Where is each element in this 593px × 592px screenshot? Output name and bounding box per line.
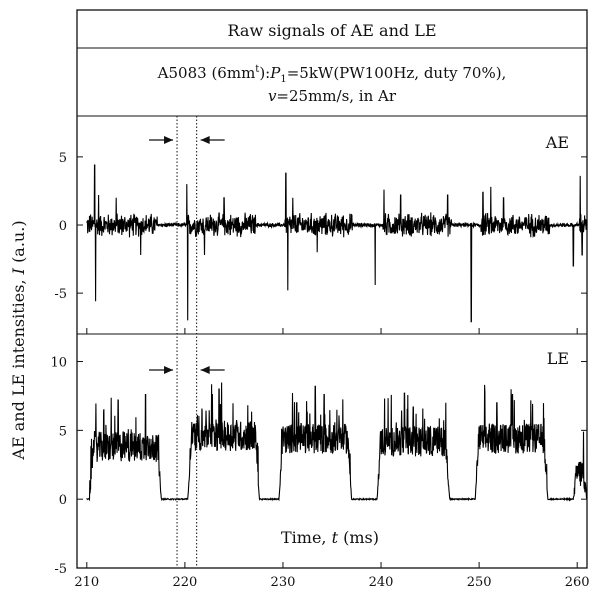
arrow-right-head (200, 136, 210, 144)
y-tick-label-le: -5 (54, 562, 67, 577)
panel-label-ae: AE (545, 133, 569, 152)
y-tick-label-le: 5 (59, 424, 67, 439)
y-tick-label-le: 10 (50, 356, 67, 371)
x-tick-label: 240 (369, 575, 394, 590)
x-tick-label: 260 (565, 575, 590, 590)
y-tick-label-ae: 0 (59, 219, 67, 234)
x-tick-label: 250 (467, 575, 492, 590)
arrow-left-head (164, 136, 174, 144)
y-tick-label-le: 0 (59, 493, 67, 508)
chart-subtitle-line2: v=25mm/s, in Ar (268, 87, 397, 105)
chart-subtitle-line1: A5083 (6mmt):P1=5kW(PW100Hz, duty 70%), (157, 64, 507, 85)
x-tick-label: 210 (74, 575, 99, 590)
x-axis-label: Time, t (ms) (281, 528, 379, 547)
y-tick-label-ae: -5 (54, 287, 67, 302)
x-tick-label: 220 (172, 575, 197, 590)
y-axis-label: AE and LE intensities, I (a.u.) (9, 220, 28, 460)
series-line-le (86, 382, 588, 502)
y-tick-label-ae: 5 (59, 151, 67, 166)
arrow-left-head (164, 366, 174, 374)
arrow-right-head (200, 366, 210, 374)
figure-frame (76, 9, 588, 569)
panel-label-le: LE (547, 349, 569, 368)
chart-title: Raw signals of AE and LE (228, 21, 437, 40)
series-line-ae (86, 164, 588, 323)
x-tick-label: 230 (271, 575, 296, 590)
